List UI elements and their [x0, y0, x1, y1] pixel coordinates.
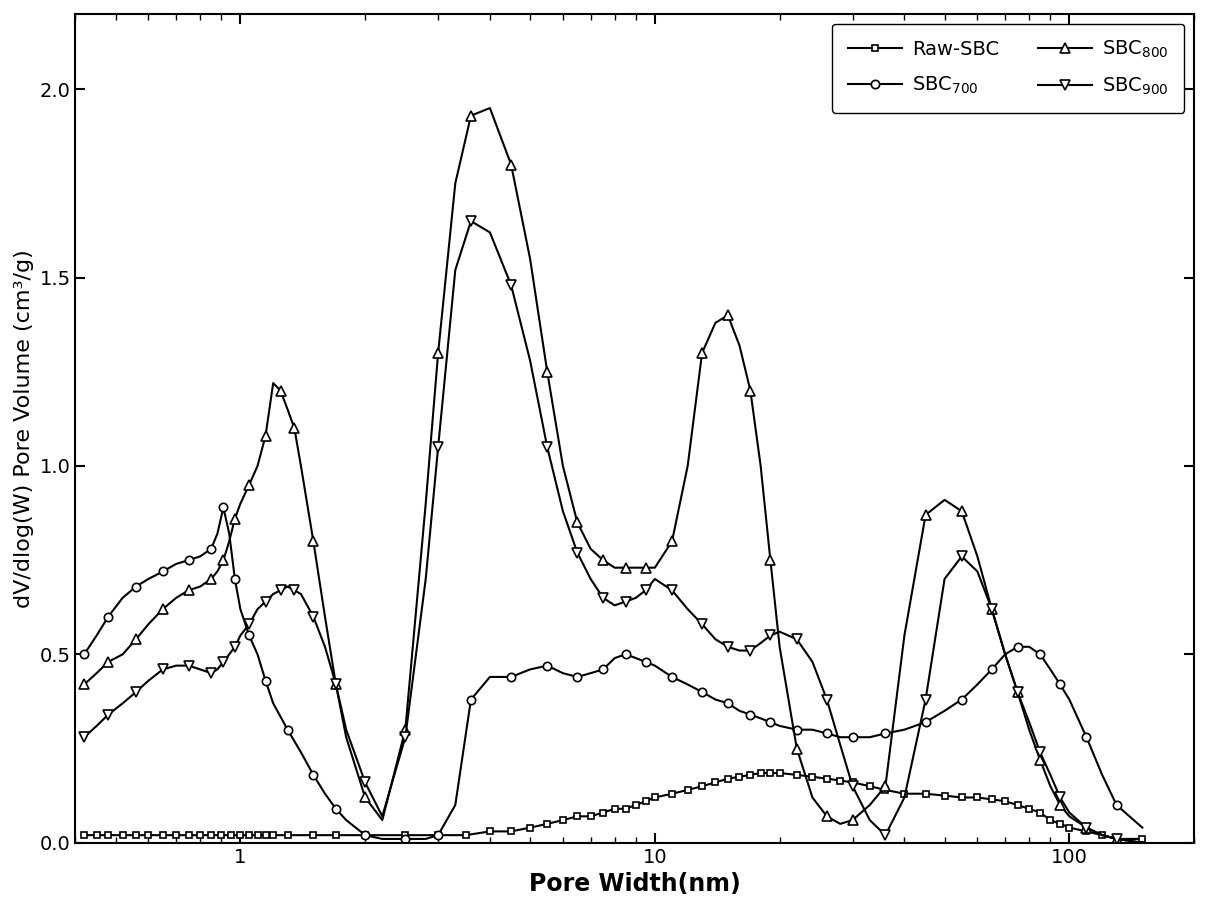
X-axis label: Pore Width(nm): Pore Width(nm): [529, 872, 741, 896]
SBC$_{900}$: [918, 694, 933, 705]
SBC$_{800}$: [878, 781, 893, 792]
Legend: Raw-SBC, SBC$_{700}$, SBC$_{800}$, SBC$_{900}$: Raw-SBC, SBC$_{700}$, SBC$_{800}$, SBC$_…: [832, 24, 1184, 113]
SBC$_{900}$: [878, 830, 893, 841]
Raw-SBC: [754, 767, 768, 778]
SBC$_{700}$: [708, 694, 722, 705]
SBC$_{700}$: [721, 698, 736, 709]
Line: Raw-SBC: Raw-SBC: [81, 770, 1146, 843]
Line: SBC$_{700}$: SBC$_{700}$: [80, 503, 1146, 843]
SBC$_{900}$: [294, 589, 308, 600]
SBC$_{800}$: [294, 460, 308, 471]
SBC$_{700}$: [1136, 822, 1150, 833]
Line: SBC$_{900}$: SBC$_{900}$: [80, 217, 1148, 847]
SBC$_{800}$: [288, 423, 302, 434]
Raw-SBC: [204, 830, 219, 841]
SBC$_{700}$: [556, 668, 570, 679]
SBC$_{700}$: [754, 713, 768, 723]
SBC$_{800}$: [483, 103, 498, 114]
SBC$_{700}$: [1033, 649, 1047, 660]
Raw-SBC: [1109, 834, 1123, 844]
SBC$_{700}$: [790, 724, 805, 735]
SBC$_{900}$: [1136, 837, 1150, 848]
SBC$_{900}$: [288, 585, 302, 596]
SBC$_{800}$: [918, 510, 933, 521]
SBC$_{900}$: [77, 732, 92, 743]
SBC$_{900}$: [464, 216, 478, 227]
SBC$_{900}$: [556, 506, 570, 517]
Raw-SBC: [1136, 834, 1150, 844]
Raw-SBC: [1053, 818, 1068, 829]
SBC$_{800}$: [77, 679, 92, 690]
Raw-SBC: [77, 830, 92, 841]
Line: SBC$_{800}$: SBC$_{800}$: [80, 103, 1148, 847]
SBC$_{700}$: [77, 649, 92, 660]
SBC$_{900}$: [266, 589, 280, 600]
Y-axis label: dV/dlog(W) Pore Volume (cm³/g): dV/dlog(W) Pore Volume (cm³/g): [13, 249, 34, 608]
Raw-SBC: [695, 781, 709, 792]
SBC$_{700}$: [216, 502, 231, 513]
Raw-SBC: [806, 772, 820, 783]
Raw-SBC: [459, 830, 474, 841]
SBC$_{800}$: [266, 378, 280, 389]
SBC$_{700}$: [374, 834, 389, 844]
SBC$_{800}$: [1136, 837, 1150, 848]
Raw-SBC: [763, 767, 778, 778]
SBC$_{800}$: [556, 460, 570, 471]
